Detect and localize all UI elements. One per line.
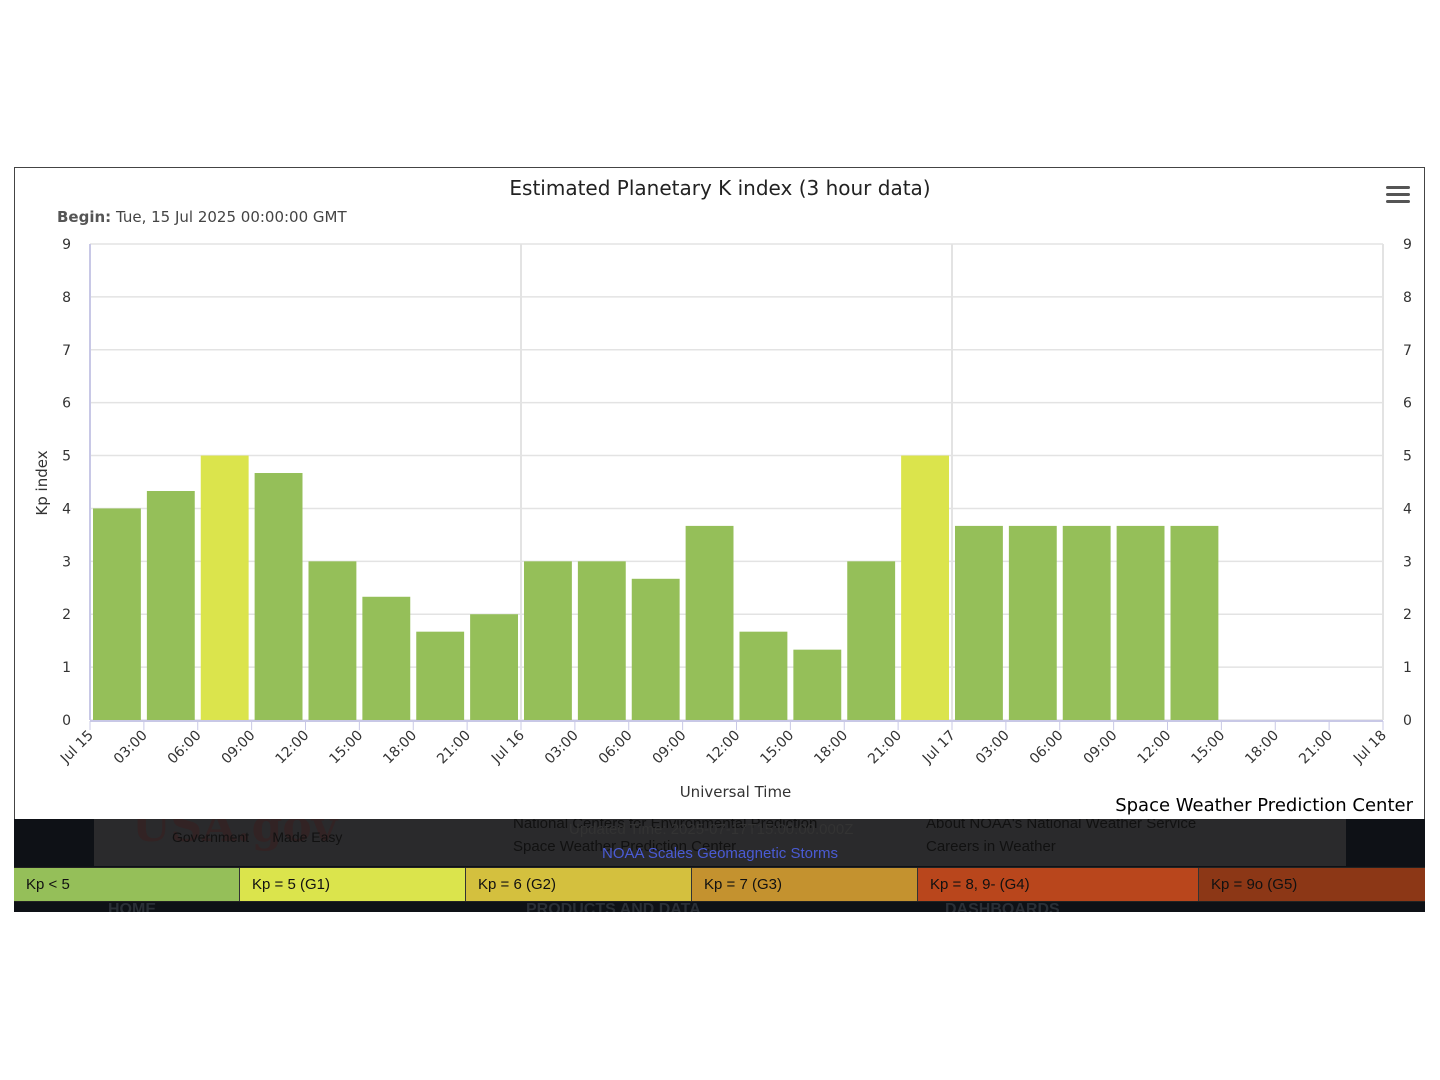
x-tick-label: 21:00 <box>434 728 474 768</box>
legend-kp-5-g1: Kp = 5 (G1) <box>240 868 466 901</box>
y-tick-label-right: 4 <box>1403 501 1412 517</box>
legend-kp-6-g2: Kp = 6 (G2) <box>466 868 692 901</box>
y-tick-label-right: 5 <box>1403 449 1412 465</box>
legend-kp-7-g3: Kp = 7 (G3) <box>692 868 918 901</box>
kp-bar <box>901 455 949 720</box>
y-tick-label-left: 8 <box>62 290 71 306</box>
legend-kp-below-5: Kp < 5 <box>14 868 240 901</box>
kp-bar <box>1008 525 1057 720</box>
x-tick-label: 03:00 <box>973 728 1013 768</box>
x-tick-label: 15:00 <box>326 728 366 768</box>
updated-time-text: Updated Time: 2025-07-17T15:00:00.000Z <box>569 821 854 838</box>
kp-bar <box>308 561 357 720</box>
background-footer-panel <box>94 819 1346 866</box>
y-tick-label-left: 1 <box>62 660 71 676</box>
nav-products-and-data[interactable]: PRODUCTS AND DATA <box>526 901 701 912</box>
kp-bar <box>739 631 788 720</box>
kp-bar <box>1116 525 1165 720</box>
kp-bar <box>362 596 411 720</box>
y-tick-label-left: 9 <box>62 237 71 253</box>
y-tick-label-right: 7 <box>1403 343 1412 359</box>
x-tick-label: 09:00 <box>219 728 259 768</box>
y-tick-label-right: 9 <box>1403 237 1412 253</box>
y-tick-label-left: 7 <box>62 343 71 359</box>
x-tick-label: 06:00 <box>1027 728 1067 768</box>
y-tick-label-right: 0 <box>1403 713 1412 729</box>
usagov-logo-subtext: Government Made Easy <box>172 829 343 845</box>
kp-bar <box>1062 525 1111 720</box>
x-tick-label: 12:00 <box>703 728 743 768</box>
noaa-scales-link[interactable]: NOAA Scales Geomagnetic Storms <box>602 845 838 862</box>
kp-bar <box>146 490 195 720</box>
kp-bar <box>470 614 518 720</box>
kp-bar <box>416 631 465 720</box>
kp-bar <box>685 525 734 720</box>
x-tick-label: 18:00 <box>1242 728 1282 768</box>
kp-bar <box>200 455 249 720</box>
footer-link-swpc[interactable]: Space Weather Prediction Center <box>513 838 737 855</box>
legend-kp-9o-g5: Kp = 9o (G5) <box>1199 868 1425 901</box>
kp-bar <box>577 561 626 720</box>
chart-title: Estimated Planetary K index (3 hour data… <box>509 176 931 200</box>
y-axis-title: Kp index <box>33 450 51 515</box>
hamburger-menu-icon[interactable] <box>1386 186 1410 206</box>
x-tick-label: 21:00 <box>1296 728 1336 768</box>
footer-link-about-nws[interactable]: About NOAA's National Weather Service <box>926 819 1197 832</box>
y-tick-label-left: 4 <box>62 501 71 517</box>
chart-subtitle: Begin: Tue, 15 Jul 2025 00:00:00 GMT <box>57 208 347 226</box>
x-axis-title: Universal Time <box>680 783 792 801</box>
chart-credit: Space Weather Prediction Center <box>1115 795 1413 816</box>
y-tick-label-left: 6 <box>62 396 71 412</box>
x-tick-label: Jul 18 <box>1350 728 1390 768</box>
x-tick-label: 21:00 <box>865 728 905 768</box>
x-tick-label: 09:00 <box>650 728 690 768</box>
x-tick-label: 12:00 <box>272 728 312 768</box>
begin-label: Begin: <box>57 208 112 226</box>
kp-bar <box>254 473 303 720</box>
nav-dashboards[interactable]: DASHBOARDS <box>945 901 1060 912</box>
x-tick-label: 15:00 <box>1188 728 1228 768</box>
legend-kp-8-9-g4: Kp = 8, 9- (G4) <box>918 868 1199 901</box>
x-tick-label: 15:00 <box>757 728 797 768</box>
y-tick-label-right: 3 <box>1403 554 1412 570</box>
y-tick-label-right: 6 <box>1403 396 1412 412</box>
y-tick-label-right: 8 <box>1403 290 1412 306</box>
kp-bar <box>93 508 141 720</box>
kp-bar <box>793 649 842 720</box>
x-tick-label: 03:00 <box>111 728 151 768</box>
usagov-logo: USA.gov <box>132 819 338 852</box>
x-tick-label: 12:00 <box>1134 728 1174 768</box>
y-tick-label-left: 5 <box>62 449 71 465</box>
y-tick-label-right: 1 <box>1403 660 1412 676</box>
kp-bar <box>955 525 1003 720</box>
x-tick-label: 03:00 <box>542 728 582 768</box>
kp-color-legend: Kp < 5 Kp = 5 (G1) Kp = 6 (G2) Kp = 7 (G… <box>14 867 1425 902</box>
kp-bar <box>847 561 896 720</box>
y-tick-label-left: 3 <box>62 554 71 570</box>
y-tick-label-left: 2 <box>62 607 71 623</box>
x-tick-label: Jul 16 <box>488 727 528 767</box>
kp-bar <box>524 561 572 720</box>
x-tick-label: 06:00 <box>165 728 205 768</box>
x-tick-label: 09:00 <box>1081 728 1121 768</box>
footer-link-careers[interactable]: Careers in Weather <box>926 838 1056 855</box>
x-tick-label: 18:00 <box>380 728 420 768</box>
y-tick-label-right: 2 <box>1403 607 1412 623</box>
kp-bar <box>631 578 680 720</box>
nav-home[interactable]: HOME <box>108 901 156 912</box>
x-tick-label: 18:00 <box>811 728 851 768</box>
footer-link-ncep[interactable]: National Centers for Environmental Predi… <box>513 819 818 832</box>
kp-bar <box>1170 525 1219 720</box>
x-tick-label: 06:00 <box>596 728 636 768</box>
x-tick-label: Jul 15 <box>57 728 97 768</box>
y-tick-label-left: 0 <box>62 713 71 729</box>
begin-value: Tue, 15 Jul 2025 00:00:00 GMT <box>115 208 347 226</box>
x-tick-label: Jul 17 <box>919 728 959 768</box>
